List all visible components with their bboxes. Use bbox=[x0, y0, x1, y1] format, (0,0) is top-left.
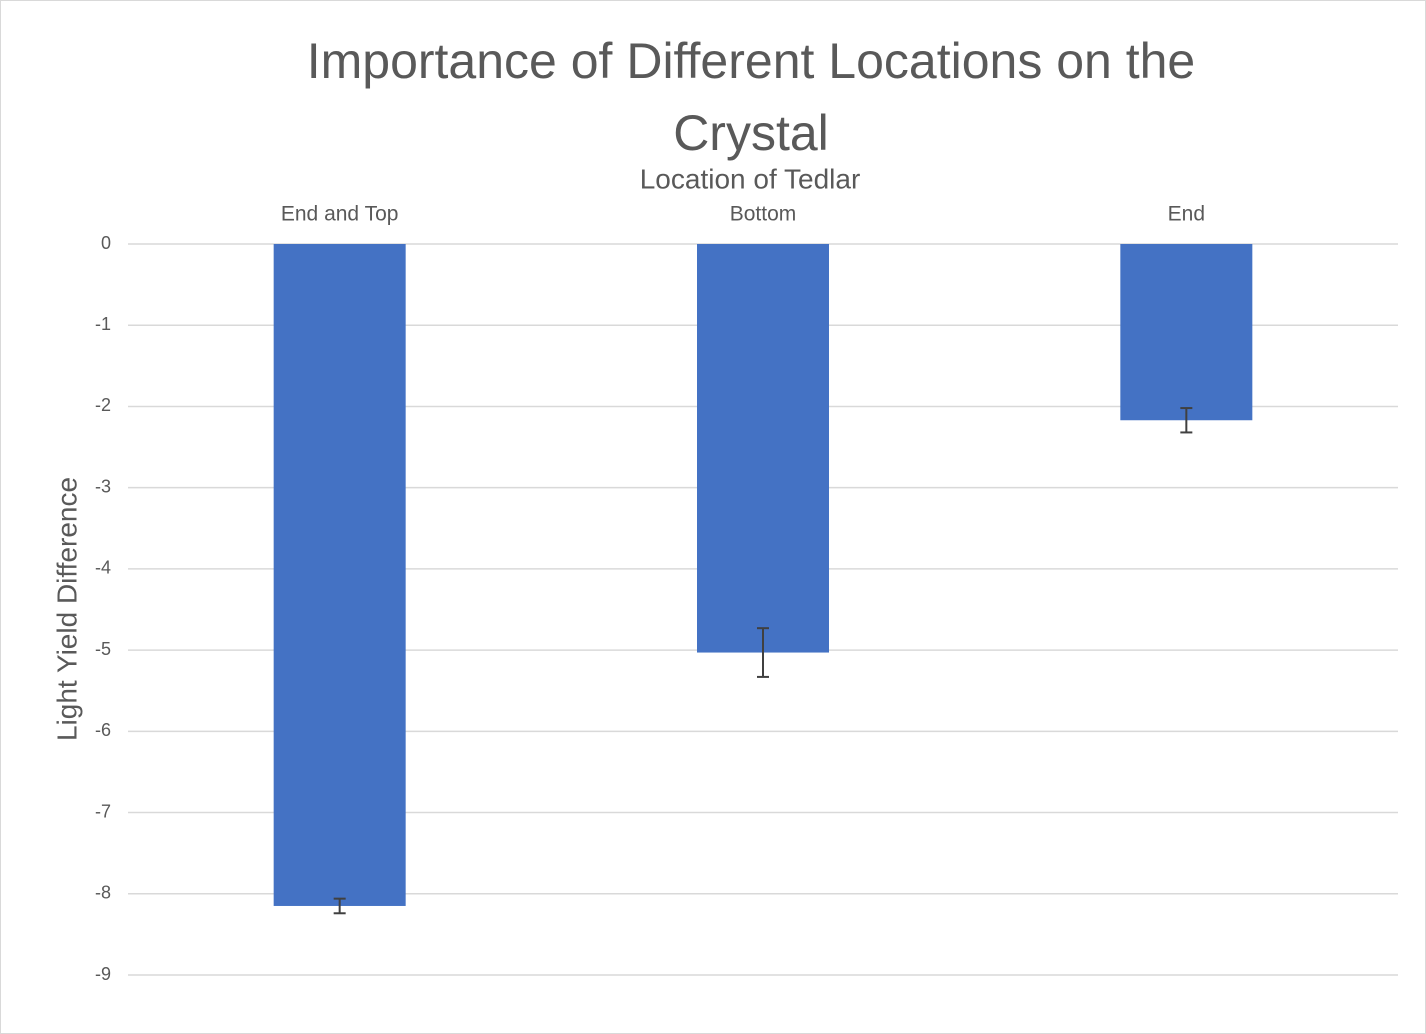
bar bbox=[273, 244, 406, 906]
error-bar bbox=[1180, 407, 1193, 434]
error-bar bbox=[757, 627, 769, 678]
y-tick-label: -9 bbox=[95, 964, 111, 984]
y-tick-label: -1 bbox=[95, 314, 111, 334]
y-tick-label: -5 bbox=[95, 639, 111, 659]
y-tick-label: -6 bbox=[95, 720, 111, 740]
y-tick-label: -8 bbox=[95, 883, 111, 903]
x-tick-label: End bbox=[1168, 203, 1205, 226]
y-tick-label: -3 bbox=[95, 476, 111, 496]
y-axis-title: Light Yield Difference bbox=[51, 477, 82, 741]
y-tick-label: 0 bbox=[101, 233, 111, 253]
x-tick-label: End and Top bbox=[281, 203, 399, 226]
x-tick-label: Bottom bbox=[730, 203, 797, 226]
y-tick-label: -7 bbox=[95, 801, 111, 821]
bar bbox=[697, 244, 829, 653]
bar bbox=[1120, 244, 1253, 421]
chart-title: Importance of Different Locations on the… bbox=[306, 33, 1196, 161]
error-bar bbox=[333, 897, 346, 915]
y-tick-label: -4 bbox=[95, 558, 111, 578]
y-tick-label: -2 bbox=[95, 395, 111, 415]
x-axis-title: Location of Tedlar bbox=[640, 163, 861, 194]
